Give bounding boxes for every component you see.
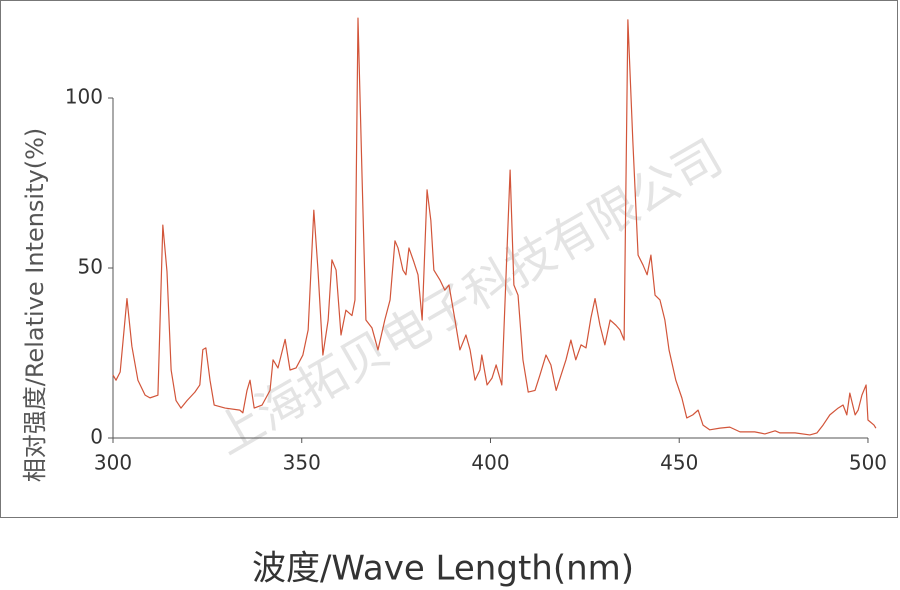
frame (0, 0, 898, 518)
x-tick-label: 300 (94, 451, 132, 475)
y-axis-label: 相对强度/Relative Intensity(%) (21, 128, 49, 483)
y-tick-label: 50 (78, 255, 103, 279)
x-tick-label: 450 (660, 451, 698, 475)
x-tick-label: 400 (471, 451, 509, 475)
x-tick-label: 500 (849, 451, 887, 475)
spectrum-line (112, 17, 877, 436)
y-tick-label: 100 (65, 85, 103, 109)
x-tick-label: 350 (283, 451, 321, 475)
x-axis-label: 波度/Wave Length(nm) (252, 549, 634, 589)
watermark: 上海拓贝电子科技有限公司 (205, 129, 732, 466)
y-tick-label: 0 (90, 425, 103, 449)
